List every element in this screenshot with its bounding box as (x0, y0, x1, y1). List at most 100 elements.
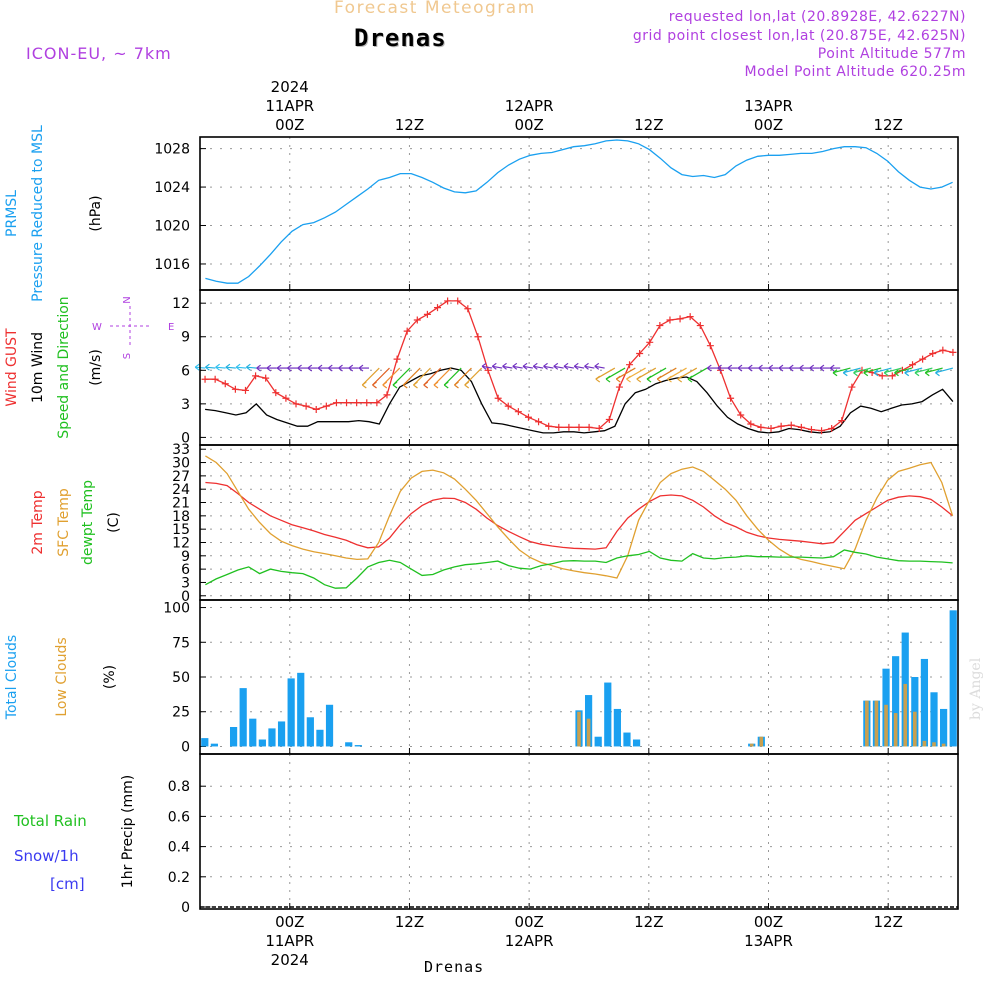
footer-station: Drenas (424, 958, 485, 976)
model-altitude: Model Point Altitude 620.25m (744, 64, 966, 80)
gust-marker (757, 423, 765, 431)
gust-marker (595, 424, 603, 432)
total-cloud-bar (210, 743, 218, 747)
gust-marker (211, 375, 219, 383)
time-label-top: 12Z (395, 116, 424, 134)
y-tick-label: 3 (181, 397, 190, 413)
gust-marker (919, 355, 927, 363)
axis-label: SFC Temp (56, 488, 72, 557)
series-sfc-temp (205, 455, 954, 579)
wind-arrow (584, 365, 595, 369)
wind-arrow (481, 365, 493, 369)
wind-arrow-head (894, 369, 899, 377)
wind-arrow (925, 367, 943, 374)
total-cloud-bar (594, 736, 602, 747)
y-tick-label: 1016 (154, 257, 190, 273)
wind-arrow-head (402, 381, 408, 389)
total-cloud-bar (623, 732, 631, 747)
gust-marker (807, 426, 815, 434)
time-label-top: 00Z (514, 116, 543, 134)
total-cloud-bar (287, 678, 295, 747)
wind-arrow-head (491, 362, 497, 370)
wind-arrow-head (656, 375, 662, 383)
gust-marker (686, 313, 694, 321)
total-cloud-bar (316, 729, 324, 747)
y-tick-label: 25 (172, 705, 190, 721)
y-tick-label: 15 (172, 522, 190, 538)
wind-arrow-head (481, 362, 487, 370)
low-cloud-bar (903, 683, 908, 747)
gust-marker (252, 372, 260, 380)
total-cloud-bar (632, 739, 641, 747)
wind-arrow-head (443, 381, 449, 389)
gust-marker (343, 399, 351, 407)
gust-marker (565, 423, 573, 431)
compass-e: E (168, 322, 174, 333)
low-cloud-bar (577, 711, 581, 747)
panel-frame (199, 444, 959, 601)
gust-marker (221, 380, 229, 388)
wind-arrow-head (853, 369, 858, 377)
wind-arrow-head (584, 362, 589, 370)
series-wind-gust (205, 300, 954, 432)
gust-marker (555, 423, 563, 431)
wind-arrow-head (215, 363, 221, 371)
wind-arrow-head (829, 364, 835, 372)
time-label-bottom: 12Z (395, 913, 424, 931)
gust-marker (524, 413, 532, 421)
wind-arrow-head (286, 364, 292, 372)
low-cloud-bar (865, 700, 869, 747)
wind-arrow-head (543, 362, 548, 370)
wind-arrow (904, 367, 923, 374)
gust-marker (878, 372, 886, 380)
total-cloud-bar (949, 610, 957, 747)
y-tick-label: 1028 (154, 142, 190, 158)
wind-arrow-head (605, 375, 611, 383)
gust-marker (676, 315, 684, 323)
wind-arrow-head (727, 364, 733, 372)
subtitle: Forecast Meteogram (334, 0, 536, 18)
total-cloud-bar (268, 728, 276, 747)
time-label-top: 12APR (505, 97, 554, 115)
point-altitude: Point Altitude 577m (817, 46, 966, 62)
gust-marker (605, 416, 613, 424)
wind-arrow-head (573, 362, 579, 370)
wind-arrow-head (873, 369, 879, 377)
wind-arrow (225, 366, 236, 369)
panel-frame (199, 753, 959, 910)
wind-arrow-head (646, 375, 652, 383)
wind-arrow-head (883, 369, 889, 377)
low-cloud-bar (922, 740, 927, 747)
low-cloud-bar (893, 713, 898, 747)
gust-marker (545, 422, 553, 430)
wind-arrow-head (863, 369, 869, 377)
gust-marker (494, 394, 502, 402)
y-tick-label: 0 (181, 739, 190, 755)
wind-arrow (205, 366, 216, 369)
time-label-bottom: 12Z (873, 913, 902, 931)
gust-marker (302, 402, 310, 410)
gust-marker (353, 399, 361, 407)
wind-arrow (553, 365, 564, 369)
wind-arrow-head (348, 364, 354, 372)
y-tick-label: 0 (181, 900, 190, 916)
total-cloud-bar (345, 742, 353, 747)
total-cloud-bar (297, 672, 305, 747)
y-tick-label: 0.4 (168, 840, 190, 856)
time-label-top: 12Z (634, 116, 663, 134)
wind-arrow-head (502, 362, 507, 370)
gust-marker (413, 316, 421, 324)
y-tick-label: 21 (172, 496, 190, 512)
series-prmsl (205, 139, 953, 284)
y-tick-label: 75 (172, 635, 190, 651)
axis-label: PRMSL (4, 190, 20, 237)
y-tick-label: 9 (181, 549, 190, 565)
gust-marker (535, 418, 543, 426)
gust-marker (241, 386, 249, 394)
wind-arrow (512, 365, 523, 369)
wind-arrow-head (532, 362, 538, 370)
wind-arrow-head (392, 381, 398, 389)
wind-arrow-head (615, 375, 621, 383)
gust-marker (888, 372, 896, 380)
